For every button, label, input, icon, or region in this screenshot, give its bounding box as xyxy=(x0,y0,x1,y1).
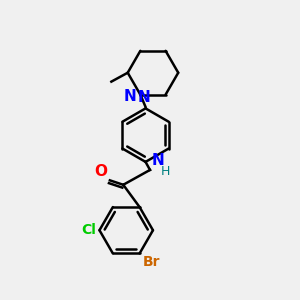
Text: N: N xyxy=(123,88,136,104)
Text: N: N xyxy=(138,90,150,105)
Text: Cl: Cl xyxy=(81,223,96,237)
Text: N: N xyxy=(152,153,164,168)
Text: H: H xyxy=(160,165,170,178)
Text: Br: Br xyxy=(142,255,160,269)
Text: O: O xyxy=(94,164,107,179)
